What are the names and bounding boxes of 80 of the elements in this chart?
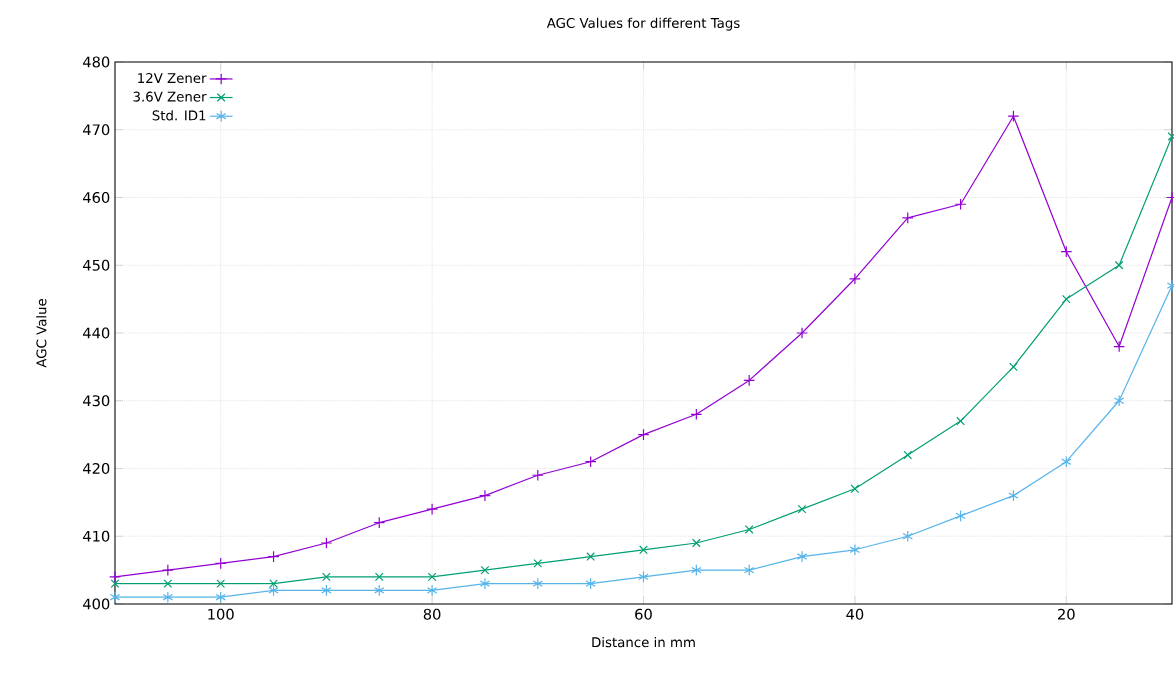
point (426, 584, 438, 597)
point (1114, 260, 1124, 270)
point (110, 579, 120, 589)
point (691, 564, 702, 577)
point (163, 579, 173, 589)
y-tick-label: 430 (83, 395, 110, 407)
point (427, 572, 437, 582)
x-axis-title: Distance in mm (592, 636, 695, 648)
point (585, 577, 596, 590)
point (691, 538, 701, 548)
point (954, 198, 967, 211)
x-tick-label: 40 (846, 608, 864, 620)
point (1061, 455, 1072, 468)
point (796, 327, 808, 339)
point (690, 408, 703, 421)
point (374, 572, 384, 582)
point (1007, 110, 1020, 123)
point (586, 552, 596, 561)
point (162, 591, 174, 604)
legend-label: Std. ID1 (152, 110, 206, 121)
point (797, 504, 807, 514)
point (533, 558, 543, 568)
point (320, 537, 333, 549)
y-tick-label: 440 (83, 327, 110, 339)
point (374, 584, 385, 597)
point (321, 584, 332, 597)
y-axis-title: AGC Value (36, 298, 47, 368)
point (956, 416, 965, 426)
point (639, 545, 648, 555)
point (479, 489, 491, 502)
point (1060, 245, 1073, 258)
point (322, 572, 331, 582)
point (109, 591, 121, 604)
point (901, 211, 914, 224)
point (426, 503, 439, 516)
point (1113, 394, 1125, 407)
point (480, 565, 490, 575)
point (1113, 340, 1126, 353)
y-tick-label: 400 (83, 598, 110, 610)
legend-label: 12V Zener (138, 73, 207, 84)
y-tick-label: 410 (83, 530, 110, 542)
x-tick-label: 80 (423, 608, 441, 620)
point (531, 469, 544, 482)
point (479, 577, 491, 590)
chart-title: AGC Values for different Tags (546, 17, 740, 31)
point (850, 484, 860, 494)
point (903, 450, 913, 460)
x-tick-label: 100 (208, 608, 234, 620)
legend-label: 3.6V Zener (133, 91, 207, 102)
point (268, 584, 279, 597)
y-tick-label: 460 (83, 191, 110, 204)
point (1061, 294, 1071, 304)
point (1009, 362, 1018, 372)
y-tick-label: 480 (83, 56, 110, 68)
point (215, 591, 226, 604)
point (216, 579, 226, 589)
point (744, 525, 754, 534)
point (269, 579, 278, 589)
point (637, 428, 650, 441)
point (902, 530, 913, 543)
point (267, 550, 280, 563)
point (214, 557, 227, 570)
point (796, 550, 808, 563)
x-tick-label: 20 (1058, 608, 1075, 620)
point (955, 509, 966, 522)
point (161, 564, 174, 577)
point (848, 272, 861, 285)
point (743, 374, 756, 387)
point (109, 570, 121, 583)
y-tick-label: 450 (83, 259, 110, 271)
point (743, 564, 755, 577)
point (638, 570, 649, 583)
point (532, 577, 544, 590)
point (849, 543, 861, 556)
x-tick-label: 60 (635, 608, 652, 620)
y-tick-label: 420 (83, 462, 110, 475)
point (373, 516, 386, 529)
y-tick-label: 470 (83, 124, 110, 136)
point (1008, 489, 1019, 502)
point (584, 455, 597, 468)
